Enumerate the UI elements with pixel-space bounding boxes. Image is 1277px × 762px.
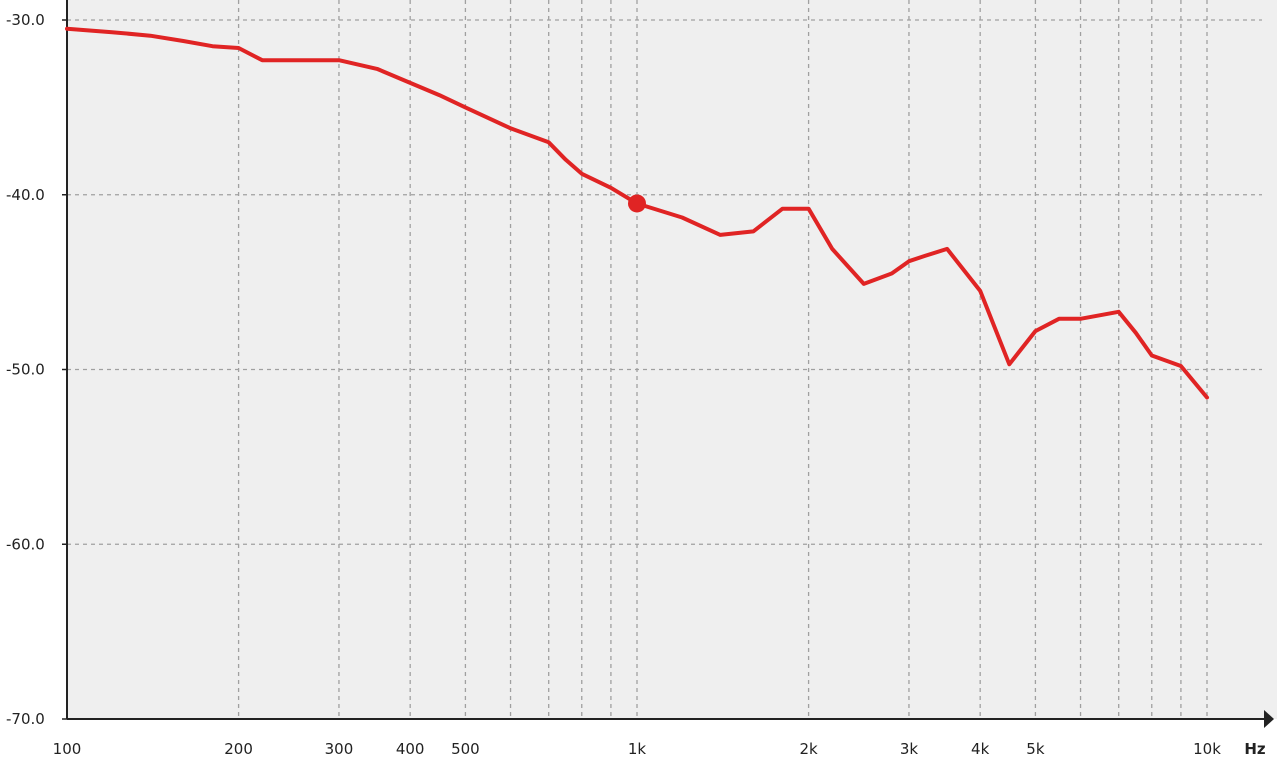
x-tick-label: 100 — [53, 740, 82, 758]
marker-point — [628, 194, 646, 212]
x-tick-label: 4k — [971, 740, 990, 758]
x-unit-label: Hz — [1244, 740, 1266, 758]
x-tick-label: 10k — [1193, 740, 1221, 758]
y-tick-label: -50.0 — [6, 361, 45, 379]
x-tick-label: 300 — [325, 740, 354, 758]
x-tick-label: 2k — [799, 740, 818, 758]
x-tick-label: 500 — [451, 740, 480, 758]
x-tick-label: 200 — [224, 740, 253, 758]
x-tick-label: 5k — [1026, 740, 1045, 758]
plot-background — [67, 0, 1277, 719]
y-tick-label: -60.0 — [6, 535, 45, 553]
y-tick-label: -40.0 — [6, 186, 45, 204]
y-tick-label: -70.0 — [6, 710, 45, 728]
x-tick-label: 1k — [628, 740, 647, 758]
y-tick-label: -30.0 — [6, 11, 45, 29]
x-tick-label: 3k — [900, 740, 919, 758]
x-tick-label: 400 — [396, 740, 425, 758]
